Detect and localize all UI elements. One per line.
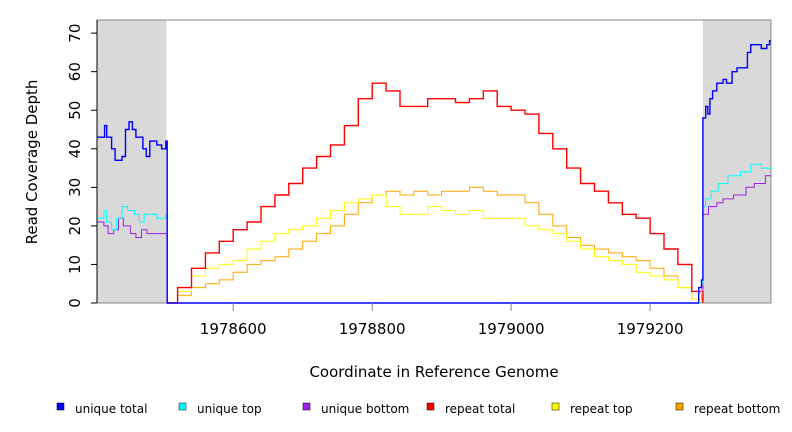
excluded-region-1: [702, 20, 771, 303]
y-tick-label: 20: [66, 216, 84, 235]
legend-item-unique-total: unique total: [56, 402, 147, 416]
y-tick-label: 60: [66, 62, 84, 81]
y-tick-label: 0: [66, 298, 84, 308]
legend-label: repeat total: [445, 402, 515, 416]
x-tick-label: 1978800: [339, 320, 406, 338]
excluded-region-0: [97, 20, 167, 303]
legend-item-repeat-top: repeat top: [551, 402, 633, 416]
y-tick-label: 10: [66, 255, 84, 274]
legend-swatch: [302, 402, 311, 411]
y-axis-label: Read Coverage Depth: [23, 80, 41, 245]
series-line-repeat-top: [166, 194, 704, 304]
legend-swatch: [178, 402, 187, 411]
y-tick-label: 30: [66, 178, 84, 197]
legend-swatch: [675, 402, 684, 411]
x-tick-label: 1979000: [478, 320, 545, 338]
legend-item-repeat-total: repeat total: [426, 402, 515, 416]
legend-item-unique-bottom: unique bottom: [302, 402, 409, 416]
legend-label: unique total: [75, 402, 147, 416]
x-tick-label: 1978600: [200, 320, 267, 338]
x-axis-label: Coordinate in Reference Genome: [309, 363, 558, 381]
legend-swatch: [551, 402, 560, 411]
plot-frame: [96, 19, 772, 304]
y-tick-label: 70: [66, 24, 84, 43]
series-line-unique-total: [97, 40, 771, 304]
legend-item-unique-top: unique top: [178, 402, 262, 416]
legend-label: repeat bottom: [694, 402, 780, 416]
legend-swatch: [56, 402, 65, 411]
y-tick-label: 40: [66, 139, 84, 158]
legend-item-repeat-bottom: repeat bottom: [675, 402, 780, 416]
series-line-repeat-bottom: [166, 186, 704, 304]
legend-label: unique top: [197, 402, 262, 416]
legend-label: repeat top: [570, 402, 633, 416]
legend-swatch: [426, 402, 435, 411]
x-tick-label: 1979200: [617, 320, 684, 338]
legend-label: unique bottom: [321, 402, 409, 416]
y-tick-label: 50: [66, 101, 84, 120]
series-line-unique-top: [97, 163, 771, 304]
series-line-repeat-total: [166, 82, 704, 304]
